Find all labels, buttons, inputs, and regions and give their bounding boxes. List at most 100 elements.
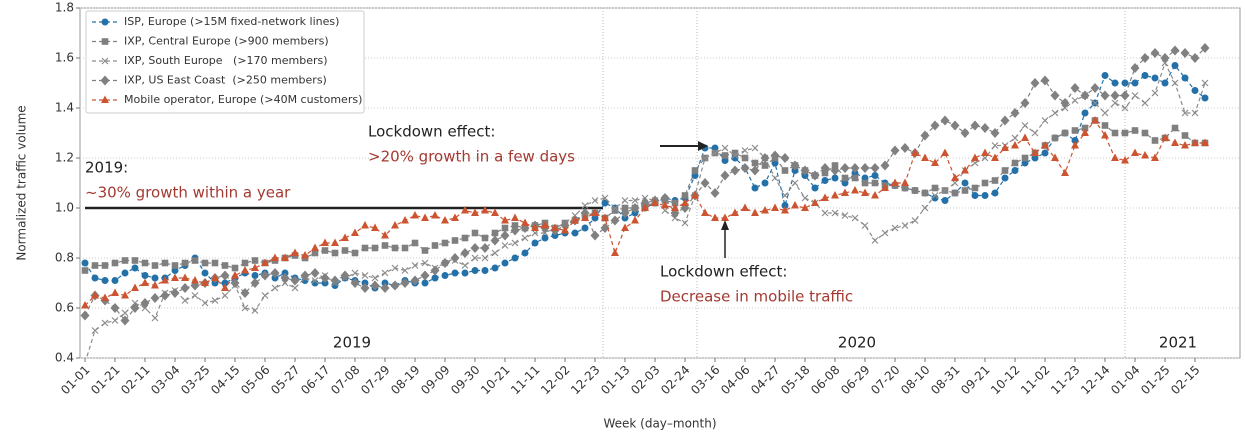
marker <box>990 128 1000 138</box>
marker <box>701 154 709 162</box>
marker <box>101 95 109 103</box>
marker <box>141 259 149 267</box>
marker <box>471 254 479 262</box>
marker <box>101 319 109 327</box>
marker <box>1021 154 1029 162</box>
marker <box>201 259 209 267</box>
marker <box>1161 133 1169 141</box>
marker <box>1010 108 1020 118</box>
marker <box>451 213 459 221</box>
x-tick-label: 05-27 <box>268 363 303 398</box>
marker <box>1101 122 1109 129</box>
marker <box>941 197 949 204</box>
marker <box>991 189 999 197</box>
x-axis-label: Week (day–month) <box>603 417 716 431</box>
y-tick-label: 1.2 <box>55 151 74 165</box>
marker <box>991 142 999 149</box>
marker <box>761 162 769 169</box>
marker <box>940 115 950 126</box>
marker <box>681 198 689 206</box>
marker <box>1100 90 1110 101</box>
marker <box>101 38 109 45</box>
marker <box>1121 156 1129 164</box>
marker <box>960 128 970 138</box>
marker <box>181 273 189 281</box>
marker <box>291 284 299 292</box>
year-label: 2020 <box>838 334 876 352</box>
legend-label: IXP, US East Coast (>250 members) <box>124 74 327 87</box>
marker <box>330 275 340 286</box>
marker <box>421 279 429 287</box>
x-tick-label: 03-25 <box>178 363 213 398</box>
legend-label: IXP, South Europe (>170 members) <box>124 54 328 67</box>
marker <box>821 193 829 201</box>
marker <box>511 239 519 247</box>
marker <box>1071 137 1079 144</box>
marker <box>981 192 989 199</box>
marker <box>111 288 119 296</box>
marker <box>1181 109 1189 117</box>
marker <box>141 278 149 286</box>
marker <box>131 264 139 272</box>
marker <box>371 274 379 282</box>
marker <box>121 257 129 264</box>
marker <box>881 229 889 237</box>
marker <box>1110 90 1120 101</box>
marker <box>171 273 179 281</box>
x-tick-label: 09-30 <box>448 363 483 398</box>
marker <box>1141 72 1149 79</box>
marker <box>111 317 119 324</box>
marker <box>771 174 779 182</box>
marker <box>1001 167 1009 174</box>
marker <box>221 283 229 291</box>
marker <box>251 263 259 271</box>
y-tick-label: 1.8 <box>55 1 74 15</box>
marker <box>981 148 989 156</box>
marker <box>1180 48 1190 58</box>
marker <box>261 258 269 266</box>
marker <box>760 153 770 163</box>
marker <box>1171 124 1179 132</box>
marker <box>851 174 859 182</box>
marker <box>1190 53 1200 63</box>
marker <box>360 283 370 293</box>
marker <box>461 269 469 277</box>
marker <box>880 160 890 171</box>
marker <box>340 270 350 281</box>
marker <box>1071 141 1079 149</box>
marker <box>1000 115 1010 126</box>
marker <box>850 163 860 173</box>
marker <box>1130 63 1140 73</box>
marker <box>1121 104 1129 112</box>
annotation: Lockdown effect: <box>368 123 495 141</box>
marker <box>151 281 159 289</box>
marker <box>541 234 549 242</box>
marker <box>961 166 969 174</box>
marker <box>551 223 559 231</box>
marker <box>460 248 470 258</box>
marker <box>110 303 120 313</box>
marker <box>890 145 900 156</box>
marker <box>1151 89 1159 97</box>
marker <box>631 216 639 224</box>
marker <box>201 269 209 277</box>
marker <box>931 158 939 166</box>
marker <box>931 194 939 202</box>
marker <box>401 267 409 274</box>
marker <box>600 223 610 233</box>
marker <box>731 152 739 159</box>
marker <box>240 288 250 298</box>
marker <box>1151 137 1159 144</box>
marker <box>981 179 989 187</box>
marker <box>1161 79 1169 87</box>
marker <box>401 216 409 224</box>
marker <box>921 153 929 161</box>
marker <box>711 149 719 157</box>
marker <box>951 173 959 181</box>
marker <box>1131 92 1139 99</box>
marker <box>671 199 679 207</box>
marker <box>411 211 419 219</box>
marker <box>711 213 719 221</box>
marker <box>1001 143 1009 151</box>
marker <box>1151 153 1159 161</box>
